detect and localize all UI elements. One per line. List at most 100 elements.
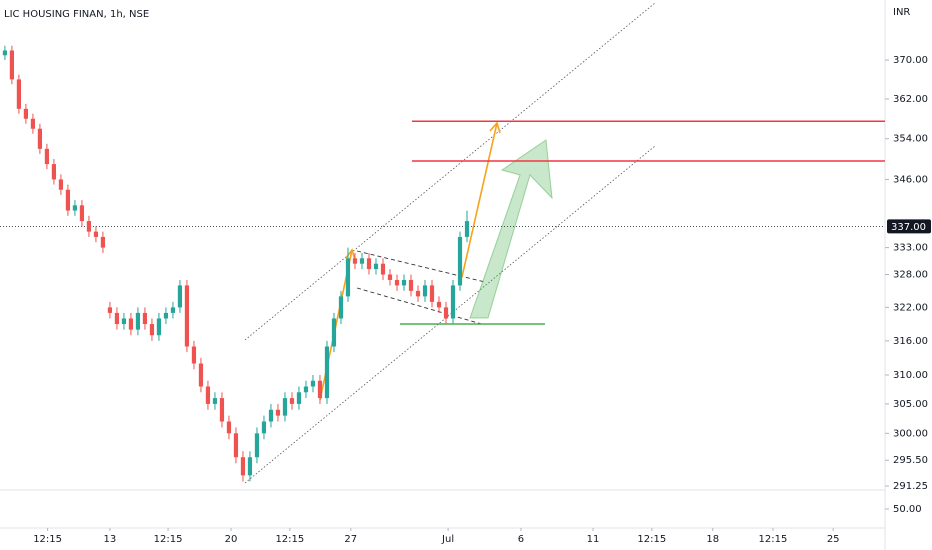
candle-body — [191, 346, 197, 364]
y-tick-label: 362.00 — [893, 94, 928, 105]
candle-body — [177, 285, 183, 308]
candle-body — [408, 279, 414, 291]
y-tick-label: 305.00 — [893, 399, 928, 410]
x-tick-label: 12:15 — [33, 534, 62, 545]
candle-body — [121, 318, 127, 325]
volume-tick-label: 50.00 — [893, 504, 922, 515]
candle-body — [142, 312, 148, 325]
candle-body — [464, 221, 470, 237]
candle-body — [296, 392, 302, 404]
candle-body — [338, 296, 344, 319]
candle-body — [114, 312, 120, 325]
candle-body — [86, 221, 92, 232]
x-tick-label: 12:15 — [154, 534, 183, 545]
flag-lower — [356, 287, 486, 326]
y-tick-label: 328.00 — [893, 270, 928, 281]
candle-body — [352, 258, 358, 264]
candle-body — [450, 285, 456, 319]
candle-body — [44, 148, 50, 165]
channel-upper — [244, 2, 656, 341]
candle-body — [373, 263, 379, 270]
candle-body — [2, 50, 8, 56]
candle-body — [387, 274, 393, 280]
drawings — [244, 2, 656, 484]
candle-body — [436, 301, 442, 308]
y-tick-label: 370.00 — [893, 55, 928, 66]
candle-body — [415, 290, 421, 297]
candle-body — [380, 263, 386, 275]
projection-arrow — [469, 139, 553, 319]
y-tick-label: 310.00 — [893, 370, 928, 381]
candle-body — [345, 258, 351, 297]
candle-body — [233, 433, 239, 458]
candle-body — [359, 258, 365, 264]
candle-body — [240, 457, 246, 476]
y-tick-label: 333.00 — [893, 243, 928, 254]
candle-body — [170, 307, 176, 313]
candle-body — [149, 324, 155, 336]
last-price-box — [887, 219, 931, 234]
candle-body — [394, 279, 400, 286]
candle-body — [443, 307, 449, 319]
x-tick-label: 6 — [518, 534, 524, 545]
y-tick-label: 322.00 — [893, 302, 928, 313]
candle-body — [268, 409, 274, 422]
candle-body — [72, 205, 78, 211]
candle-body — [198, 363, 204, 387]
x-tick-label: 12:15 — [759, 534, 788, 545]
x-tick-label: 13 — [104, 534, 117, 545]
candle-body — [331, 318, 337, 347]
candle-body — [247, 457, 253, 476]
candle-body — [37, 128, 43, 149]
candle-body — [65, 189, 71, 211]
y-tick-label: 354.00 — [893, 134, 928, 145]
candle-body — [422, 285, 428, 297]
y-tick-label: 316.00 — [893, 336, 928, 347]
candle-body — [317, 380, 323, 399]
candle-body — [135, 312, 141, 330]
candle-body — [184, 285, 190, 347]
candle-body — [457, 236, 463, 286]
candle-body — [100, 236, 106, 248]
candle-body — [219, 398, 225, 422]
x-tick-label: 25 — [827, 534, 840, 545]
y-tick-label: 346.00 — [893, 174, 928, 185]
y-tick-label: 300.00 — [893, 428, 928, 439]
candle-body — [289, 398, 295, 404]
candle-body — [303, 386, 309, 393]
arrow-head — [489, 121, 501, 134]
candle-body — [93, 231, 99, 237]
y-tick-label: 295.50 — [893, 455, 928, 466]
candle-body — [275, 409, 281, 416]
x-tick-label: 12:15 — [637, 534, 666, 545]
candle-body — [205, 386, 211, 404]
candle-body — [30, 118, 36, 129]
chart-title: LIC HOUSING FINAN, 1h, NSE — [4, 9, 149, 20]
candle-body — [107, 307, 113, 313]
candle-body — [163, 312, 169, 319]
candle-body — [254, 433, 260, 458]
candle-body — [212, 398, 218, 404]
candle-body — [226, 421, 232, 434]
candle-body — [58, 179, 64, 190]
candle-body — [156, 318, 162, 336]
candle-body — [429, 285, 435, 302]
candle-body — [366, 258, 372, 270]
candle-body — [79, 205, 85, 222]
candle-body — [23, 108, 29, 119]
candle-body — [261, 421, 267, 434]
x-tick-label: 20 — [225, 534, 238, 545]
x-tick-label: 27 — [344, 534, 357, 545]
target-arrow — [461, 122, 498, 278]
candle-body — [128, 318, 134, 330]
candle-body — [324, 346, 330, 399]
x-tick-label: Jul — [441, 534, 454, 545]
currency: INR — [893, 7, 910, 18]
y-tick-label: 291.25 — [893, 481, 928, 492]
candle-body — [310, 380, 316, 387]
x-tick-label: 11 — [587, 534, 600, 545]
x-tick-label: 18 — [706, 534, 719, 545]
candle-body — [16, 79, 22, 109]
candle-body — [282, 398, 288, 416]
